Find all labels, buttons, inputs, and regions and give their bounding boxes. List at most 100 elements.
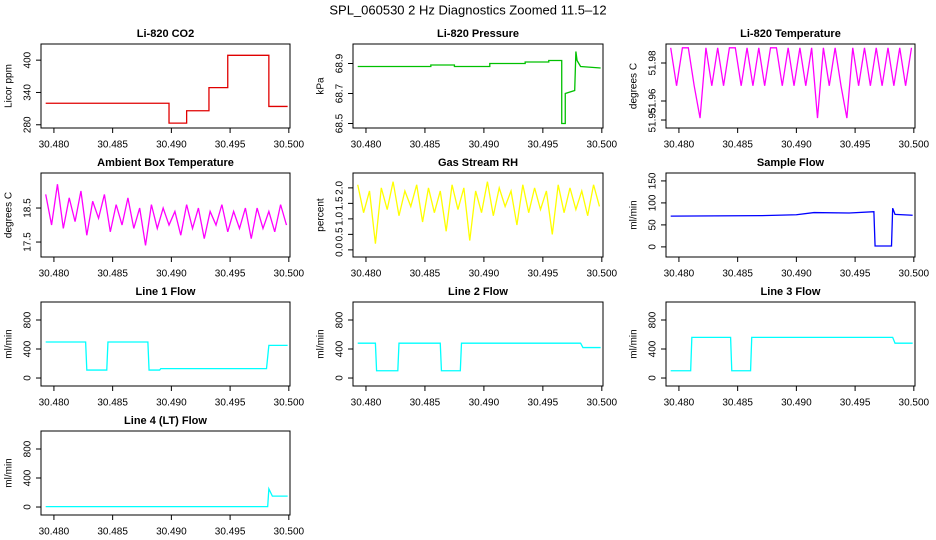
y-tick-label: 51.98 bbox=[648, 50, 659, 75]
x-tick-label: 30.500 bbox=[274, 140, 305, 151]
data-line bbox=[670, 47, 913, 119]
x-tick-label: 30.485 bbox=[97, 269, 128, 280]
y-tick-label: 400 bbox=[23, 469, 34, 486]
panel-title: Li-820 Temperature bbox=[740, 28, 841, 40]
y-tick-label: 0 bbox=[335, 375, 346, 381]
x-tick-label: 30.490 bbox=[781, 398, 812, 409]
x-tick-label: 30.500 bbox=[899, 140, 930, 151]
x-tick-label: 30.500 bbox=[587, 398, 618, 409]
y-tick-label: 400 bbox=[23, 51, 34, 68]
x-tick-label: 30.495 bbox=[215, 527, 246, 538]
y-tick-label: 400 bbox=[23, 340, 34, 357]
y-tick-label: 0.5 bbox=[335, 227, 346, 241]
y-tick-label: 0 bbox=[648, 375, 659, 381]
plot-frame bbox=[665, 43, 916, 129]
x-tick-label: 30.500 bbox=[899, 398, 930, 409]
x-tick-label: 30.500 bbox=[587, 269, 618, 280]
x-tick-label: 30.485 bbox=[97, 527, 128, 538]
data-line bbox=[45, 54, 288, 124]
y-axis-label: ml/min bbox=[4, 458, 15, 487]
x-tick-label: 30.480 bbox=[664, 140, 695, 151]
y-tick-label: 150 bbox=[648, 172, 659, 189]
y-tick-label: 800 bbox=[335, 311, 346, 328]
y-tick-label: 1.5 bbox=[335, 196, 346, 210]
y-tick-label: 400 bbox=[335, 340, 346, 357]
x-tick-label: 30.480 bbox=[351, 398, 382, 409]
y-tick-label: 17.5 bbox=[23, 232, 34, 252]
x-tick-label: 30.480 bbox=[39, 140, 70, 151]
plot-frame bbox=[352, 43, 604, 129]
x-tick-label: 30.495 bbox=[840, 269, 871, 280]
y-tick-label: 2.0 bbox=[335, 180, 346, 194]
panel-title: Line 4 (LT) Flow bbox=[124, 415, 207, 427]
plot-frame bbox=[665, 301, 916, 387]
x-tick-label: 30.495 bbox=[528, 269, 559, 280]
data-line bbox=[357, 51, 601, 125]
x-tick-label: 30.495 bbox=[840, 398, 871, 409]
y-tick-label: 50 bbox=[648, 219, 659, 231]
x-tick-label: 30.485 bbox=[722, 140, 753, 151]
y-tick-label: 68.7 bbox=[335, 83, 346, 103]
x-tick-label: 30.495 bbox=[528, 398, 559, 409]
x-tick-label: 30.480 bbox=[39, 398, 70, 409]
panel-title: Ambient Box Temperature bbox=[97, 157, 234, 169]
y-axis-label: percent bbox=[316, 198, 327, 232]
y-tick-label: 51.95 bbox=[648, 107, 659, 132]
panel-title: Li-820 CO2 bbox=[137, 28, 194, 40]
panel-title: Gas Stream RH bbox=[438, 157, 518, 169]
x-tick-label: 30.480 bbox=[664, 269, 695, 280]
x-tick-label: 30.485 bbox=[410, 140, 441, 151]
data-line bbox=[45, 486, 288, 508]
plot-frame bbox=[352, 172, 604, 258]
y-tick-label: 1.0 bbox=[335, 211, 346, 225]
x-tick-label: 30.490 bbox=[469, 140, 500, 151]
y-axis-label: ml/min bbox=[629, 329, 640, 358]
data-line bbox=[670, 207, 913, 247]
x-tick-label: 30.495 bbox=[528, 140, 559, 151]
y-tick-label: 0 bbox=[23, 375, 34, 381]
x-tick-label: 30.480 bbox=[39, 527, 70, 538]
data-line bbox=[45, 341, 288, 371]
data-line bbox=[357, 342, 601, 372]
data-line bbox=[45, 184, 288, 246]
x-tick-label: 30.485 bbox=[410, 398, 441, 409]
panel-title: Line 3 Flow bbox=[761, 286, 821, 298]
y-tick-label: 800 bbox=[23, 311, 34, 328]
x-tick-label: 30.485 bbox=[410, 269, 441, 280]
y-tick-label: 0.0 bbox=[335, 242, 346, 256]
plot-frame bbox=[40, 430, 291, 516]
x-tick-label: 30.490 bbox=[156, 140, 187, 151]
y-tick-label: 0 bbox=[648, 244, 659, 250]
panel-title: Li-820 Pressure bbox=[437, 28, 519, 40]
y-tick-label: 800 bbox=[23, 440, 34, 457]
figure-title: SPL_060530 2 Hz Diagnostics Zoomed 11.5–… bbox=[329, 2, 606, 17]
x-tick-label: 30.500 bbox=[899, 269, 930, 280]
x-tick-label: 30.485 bbox=[97, 398, 128, 409]
y-tick-label: 68.9 bbox=[335, 53, 346, 73]
plot-frame bbox=[40, 172, 291, 258]
x-tick-label: 30.500 bbox=[587, 140, 618, 151]
panel-title: Line 2 Flow bbox=[448, 286, 508, 298]
panel-title: Sample Flow bbox=[757, 157, 825, 169]
x-tick-label: 30.480 bbox=[664, 398, 695, 409]
data-line bbox=[357, 181, 601, 244]
x-tick-label: 30.495 bbox=[215, 140, 246, 151]
plot-frame bbox=[40, 43, 291, 129]
y-tick-label: 18.5 bbox=[23, 198, 34, 218]
data-line bbox=[670, 336, 913, 372]
x-tick-label: 30.500 bbox=[274, 527, 305, 538]
x-tick-label: 30.495 bbox=[215, 398, 246, 409]
x-tick-label: 30.480 bbox=[39, 269, 70, 280]
y-tick-label: 800 bbox=[648, 311, 659, 328]
y-axis-label: degrees C bbox=[629, 63, 640, 109]
x-tick-label: 30.485 bbox=[722, 398, 753, 409]
plot-frame bbox=[40, 301, 291, 387]
x-tick-label: 30.490 bbox=[156, 527, 187, 538]
x-tick-label: 30.495 bbox=[840, 140, 871, 151]
x-tick-label: 30.500 bbox=[274, 398, 305, 409]
y-tick-label: 400 bbox=[648, 340, 659, 357]
x-tick-label: 30.485 bbox=[722, 269, 753, 280]
x-tick-label: 30.490 bbox=[156, 398, 187, 409]
x-tick-label: 30.490 bbox=[781, 269, 812, 280]
